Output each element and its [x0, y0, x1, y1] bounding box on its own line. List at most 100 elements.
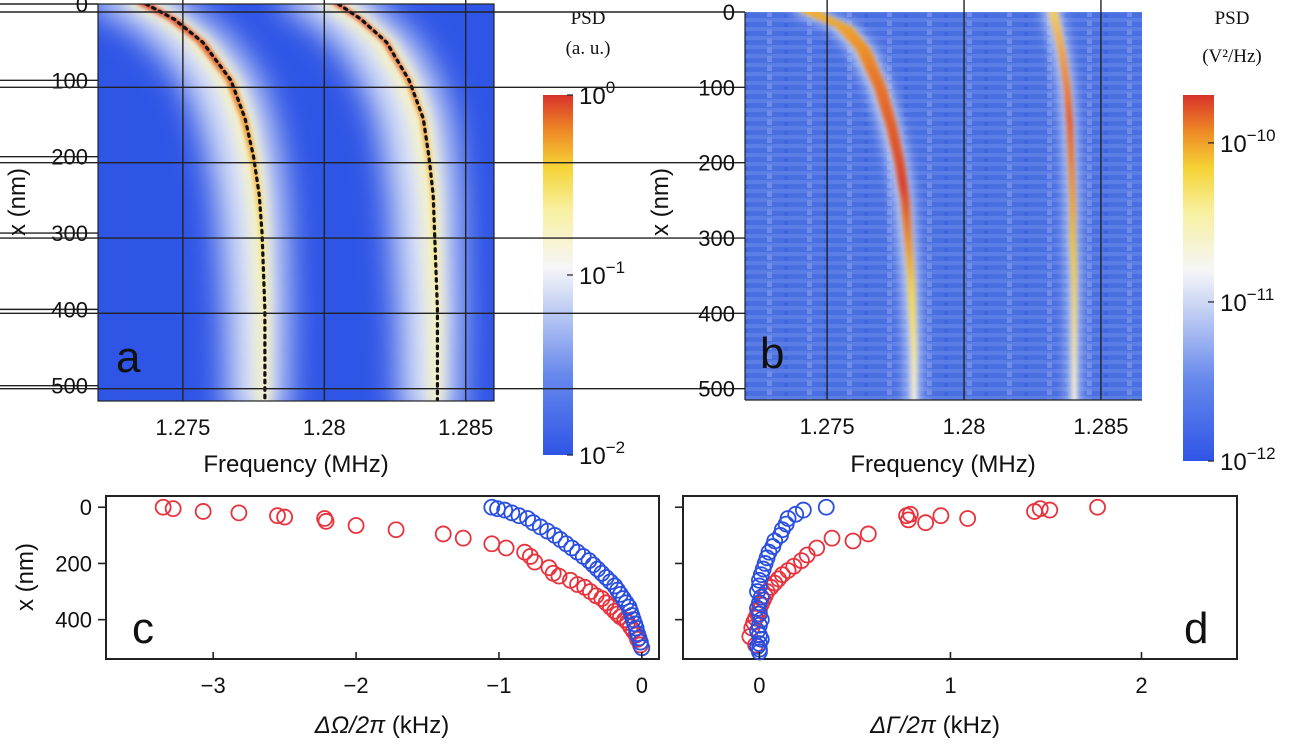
data-point-blue	[612, 585, 629, 603]
y-tick-label: 300	[698, 226, 735, 251]
data-point-red	[194, 503, 212, 520]
data-point-red	[823, 529, 841, 547]
data-point-red	[959, 510, 977, 527]
data-point-blue	[589, 560, 606, 578]
panel-a-heatmap	[98, 4, 494, 401]
panel-d-y-axis	[675, 506, 683, 621]
data-point-red	[497, 539, 515, 557]
colorbar-tick-exponent: −10	[1247, 126, 1276, 145]
data-point-blue	[584, 556, 602, 574]
x-tick-label: 2	[1135, 673, 1147, 698]
x-tick-label: 1.28	[303, 415, 346, 440]
panel-d-x-label-unit: (kHz)	[936, 712, 1000, 739]
data-point-blue	[751, 643, 768, 661]
x-tick-label: −2	[344, 673, 369, 698]
colorbar-tick-label: 10−10	[1220, 126, 1276, 158]
y-tick-label: 0	[76, 0, 88, 17]
panel-b-mode2-ridge	[1048, 12, 1077, 400]
data-point-blue	[751, 635, 768, 652]
panel-c-x-label: ΔΩ/2π (kHz)	[314, 712, 449, 739]
panel-d-x-axis: 0 1 2	[753, 652, 1148, 698]
x-tick-label: 1.275	[800, 414, 855, 439]
panel-a-x-label: Frequency (MHz)	[203, 451, 388, 478]
data-point-red	[454, 529, 472, 547]
colorbar-tick-base: 10	[579, 443, 606, 470]
panel-a-y-axis: 0 100 200 300 400 500	[0, 0, 98, 399]
panel-d-x-label: ΔΓ/2π (kHz)	[869, 712, 1000, 739]
colorbar-a-title-line1: PSD	[571, 8, 606, 29]
data-point-red	[917, 514, 935, 532]
panel-c-label: c	[132, 604, 154, 653]
data-point-red	[550, 567, 568, 585]
data-point-red	[1026, 503, 1043, 520]
panel-d: 0 1 2 ΔΓ/2π (kHz) d	[675, 495, 1238, 739]
panel-a-mode1-halo	[126, 4, 271, 401]
y-tick-label: 400	[698, 301, 735, 326]
colorbar-tick-base: 10	[1220, 131, 1247, 158]
data-point-red	[844, 532, 862, 550]
data-point-red	[516, 543, 534, 561]
panel-a-y-label: x (nm)	[4, 168, 31, 236]
panel-a-x-axis: 1.275 1.28 1.285	[155, 0, 493, 440]
panel-b-y-axis: 0 100 200 300 400 500	[0, 0, 745, 402]
colorbar-tick-label: 10−2	[579, 438, 625, 470]
panel-d-label: d	[1184, 604, 1208, 653]
panel-c-y-label: x (nm)	[12, 543, 39, 611]
colorbar-tick-exponent: −11	[1247, 285, 1275, 304]
y-tick-label: 200	[55, 551, 92, 576]
data-point-blue	[593, 564, 611, 582]
data-point-blue	[751, 571, 768, 589]
x-tick-label: 1	[944, 673, 956, 698]
data-point-red	[276, 508, 294, 526]
data-point-red	[521, 548, 539, 565]
panel-b-y-label: x (nm)	[647, 168, 674, 236]
data-point-red	[779, 562, 797, 579]
panel-c-x-label-unit: (kHz)	[385, 712, 449, 739]
y-tick-label: 200	[698, 151, 735, 176]
y-tick-label: 400	[55, 608, 92, 633]
colorbar-tick-exponent: −2	[606, 438, 625, 457]
data-point-red	[1089, 498, 1106, 516]
data-point-red	[317, 512, 335, 530]
data-point-red	[576, 578, 594, 596]
y-tick-label: 0	[723, 0, 735, 25]
colorbar-tick-exponent: −1	[606, 258, 625, 277]
panel-c-y-axis: 0 200 400	[55, 495, 106, 633]
data-point-blue	[510, 507, 528, 525]
panel-c-frame	[105, 495, 660, 660]
data-point-blue	[609, 581, 626, 599]
data-point-red	[569, 576, 586, 593]
data-point-blue	[569, 543, 586, 561]
x-tick-label: 0	[753, 673, 765, 698]
panel-c-x-label-symbol: ΔΩ/2π	[314, 712, 386, 739]
panel-d-frame	[682, 495, 1238, 660]
x-tick-label: 1.275	[155, 415, 210, 440]
data-point-blue	[546, 526, 564, 544]
colorbar-tick-base: 10	[1220, 449, 1247, 476]
panel-d-points	[741, 498, 1106, 661]
y-tick-label: 100	[51, 68, 88, 93]
panel-a-mode1-theory-curve	[144, 4, 267, 401]
x-tick-label: 0	[636, 673, 648, 698]
panel-d-x-label-symbol: ΔΓ/2π	[869, 712, 937, 739]
x-tick-label: 1.285	[438, 415, 493, 440]
panel-c-points	[154, 498, 651, 657]
panel-b-x-label: Frequency (MHz)	[850, 451, 1035, 478]
colorbar-a-title-line2: (a. u.)	[566, 38, 611, 59]
panel-a-mode2-theory-curve	[336, 4, 440, 401]
data-point-red	[387, 521, 405, 539]
data-point-red	[483, 535, 501, 553]
y-tick-label: 200	[51, 145, 88, 170]
y-tick-label: 500	[51, 374, 88, 399]
data-point-red	[901, 505, 919, 523]
data-point-red	[164, 500, 182, 518]
x-tick-label: 1.28	[943, 414, 986, 439]
data-point-red	[785, 557, 803, 575]
panel-b-mode1-ridge	[800, 12, 917, 400]
data-point-blue	[606, 577, 624, 595]
data-point-blue	[817, 498, 835, 516]
data-point-blue	[597, 569, 615, 586]
